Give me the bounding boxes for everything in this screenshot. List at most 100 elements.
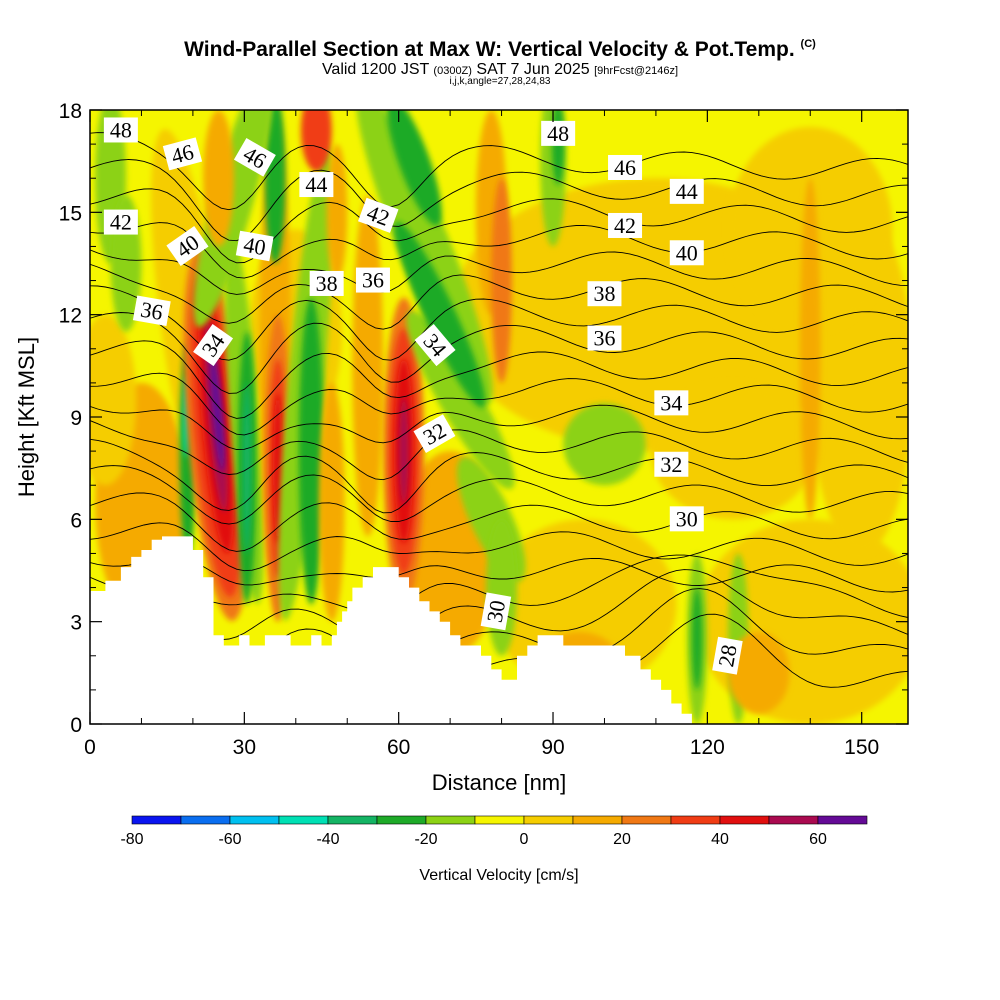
velocity-shading-cell (799, 178, 821, 520)
velocity-shading-cell (298, 297, 324, 605)
colorbar-swatch (131, 815, 182, 825)
contour-label: 38 (587, 281, 622, 307)
colorbar-label: Vertical Velocity [cm/s] (419, 867, 578, 884)
contour-label: 36 (587, 325, 622, 351)
velocity-shading-cell (318, 382, 345, 622)
contour-label-text: 42 (110, 210, 132, 235)
colorbar: -80 -60 -40 -20 0 20 40 60 (120, 815, 868, 848)
colorbar-swatch (229, 815, 280, 825)
contour-label: 44 (299, 172, 334, 198)
y-tick-label: 18 (59, 100, 82, 123)
velocity-shading-cell (90, 314, 137, 486)
velocity-shading-cell (193, 110, 275, 328)
contour-label: 48 (103, 117, 138, 143)
x-axis-label: Distance [nm] (432, 770, 567, 795)
contour-label-box (712, 636, 743, 675)
y-tick-label: 0 (70, 714, 82, 737)
contour-label-text: 38 (316, 271, 338, 296)
theta-contour (90, 132, 908, 211)
contour-label-box (309, 270, 344, 296)
contour-label-text: 28 (713, 643, 741, 669)
contour-label: 34 (654, 390, 689, 416)
contour-label-box (299, 172, 334, 198)
contour-label-box (235, 230, 274, 262)
contour-label: 40 (669, 240, 704, 266)
colorbar-tick-label: -60 (218, 831, 241, 848)
contour-label: 42 (358, 197, 399, 233)
contour-label-text: 44 (676, 179, 698, 204)
contour-label-text: 40 (676, 240, 698, 265)
contour-label: 28 (712, 636, 743, 675)
colorbar-swatch (572, 815, 623, 825)
velocity-shading-cell (399, 396, 409, 506)
theta-contour (90, 438, 908, 514)
theta-contour (90, 492, 908, 552)
theta-contour (90, 404, 908, 450)
theta-contour (90, 188, 908, 264)
colorbar-swatch (376, 815, 427, 825)
contour-label-text: 36 (593, 326, 615, 351)
y-axis-label: Height [Kft MSL] (14, 337, 39, 497)
theta-contour (90, 249, 908, 295)
valid-prefix: Valid 1200 JST (321, 61, 429, 78)
colorbar-swatch (817, 815, 868, 825)
theta-contour (90, 465, 908, 525)
title-suffix: (C) (800, 38, 816, 50)
velocity-shading-cell (486, 519, 518, 656)
theta-contour (90, 340, 908, 419)
theta-contour (90, 285, 908, 361)
contour-label-box (669, 240, 704, 266)
velocity-shading-cell (242, 382, 252, 554)
velocity-shading-cell (691, 587, 703, 690)
velocity-shading-cell (491, 178, 512, 383)
colorbar-tick-label: -40 (316, 831, 339, 848)
contour-label-text: 48 (547, 121, 569, 146)
valid-fcst: [9hrFcst@2146z] (594, 65, 679, 77)
contour-label: 30 (480, 592, 512, 631)
colorbar-swatch (327, 815, 378, 825)
x-tick-label: 0 (84, 736, 96, 759)
contour-label: 32 (654, 451, 689, 477)
chart-indices: i,j,k,angle=27,28,24,83 (0, 76, 1000, 87)
velocity-shading-cell (203, 110, 235, 247)
theta-contour (90, 222, 908, 279)
colorbar-swatch (621, 815, 672, 825)
colorbar-swatch (425, 815, 476, 825)
velocity-shading-cell (300, 110, 332, 172)
contour-label: 44 (669, 178, 704, 204)
x-tick-label: 150 (844, 736, 879, 759)
contour-label-box (355, 267, 390, 293)
contour-label-box (608, 154, 643, 180)
contour-label-box (166, 226, 209, 267)
y-tick-label: 15 (59, 202, 82, 225)
contour-label: 38 (309, 270, 344, 296)
contour-label-text: 38 (593, 281, 615, 306)
colorbar-tick-label: -80 (120, 831, 143, 848)
contour-label: 36 (132, 295, 171, 327)
theta-contour (90, 159, 908, 242)
chart-subtitle: Valid 1200 JST (0300Z) SAT 7 Jun 2025 [9… (0, 61, 1000, 79)
colorbar-swatch (180, 815, 231, 825)
colorbar-swatch (474, 815, 525, 825)
y-tick-label: 6 (70, 509, 82, 532)
theta-contour (90, 312, 908, 394)
contour-label-box (587, 325, 622, 351)
velocity-shading-cell (210, 349, 225, 472)
theta-contour (90, 522, 908, 572)
contour-label-text: 44 (305, 172, 327, 197)
y-tick-label: 12 (59, 305, 82, 328)
colorbar-swatch (768, 815, 819, 825)
contour-label-box (541, 120, 576, 146)
contour-label-text: 42 (614, 213, 636, 238)
contour-label-box (413, 414, 456, 453)
velocity-shading-cell (563, 403, 646, 486)
contour-label: 46 (608, 154, 643, 180)
terrain (90, 536, 692, 724)
contour-label-text: 36 (139, 297, 165, 325)
valid-small: (0300Z) (433, 65, 472, 77)
contour-label-box (132, 295, 171, 327)
contour-label-text: 32 (660, 452, 682, 477)
contour-label-text: 46 (614, 155, 636, 180)
